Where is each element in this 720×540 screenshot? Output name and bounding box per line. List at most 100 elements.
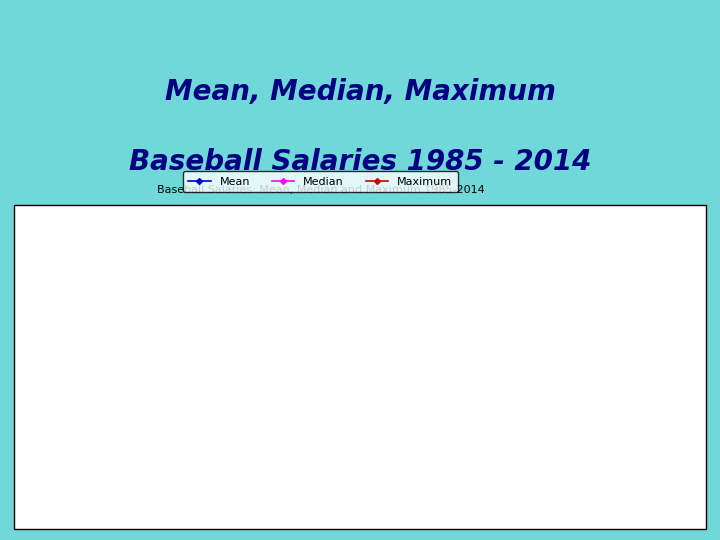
Maximum: [399, 290, 408, 296]
Median: [96, 461, 105, 468]
Text: Mean, Median, Maximum: Mean, Median, Maximum: [165, 78, 555, 106]
Maximum: [323, 360, 332, 366]
Median: [474, 419, 483, 426]
Maximum: [444, 276, 453, 283]
Median: [414, 431, 423, 437]
Mean: [142, 453, 150, 459]
Mean: [474, 292, 483, 299]
Mean: [459, 286, 468, 293]
Mean: [429, 310, 438, 317]
Median: [429, 428, 438, 434]
Median: [308, 465, 317, 471]
Line: Median: Median: [99, 414, 541, 474]
Maximum: [217, 424, 226, 431]
Mean: [202, 418, 211, 425]
Maximum: [233, 424, 241, 430]
Maximum: [187, 425, 196, 431]
Mean: [338, 344, 347, 350]
Y-axis label: Maximum Salary: Maximum Salary: [633, 304, 642, 398]
Maximum: [520, 269, 528, 276]
Median: [112, 464, 120, 471]
Mean: [278, 400, 287, 407]
Maximum: [414, 319, 423, 326]
Mean: [520, 261, 528, 268]
Median: [263, 467, 271, 473]
Maximum: [490, 249, 498, 256]
Mean: [308, 376, 317, 382]
Median: [459, 419, 468, 426]
Median: [293, 465, 302, 472]
Maximum: [112, 448, 120, 454]
Median: [202, 467, 211, 474]
Mean: [369, 327, 377, 333]
Median: [217, 467, 226, 473]
Median: [399, 431, 408, 437]
Mean: [505, 274, 513, 281]
Median: [157, 467, 166, 473]
Median: [444, 423, 453, 430]
Median: [369, 425, 377, 431]
Title: Baseball Salaries: Mean, Median and Maximum 1985-2014: Baseball Salaries: Mean, Median and Maxi…: [156, 185, 485, 195]
Maximum: [338, 317, 347, 323]
Median: [187, 467, 196, 473]
Mean: [112, 454, 120, 461]
Maximum: [535, 276, 544, 283]
Mean: [127, 453, 135, 459]
Legend: Mean, Median, Maximum: Mean, Median, Maximum: [183, 171, 458, 192]
Maximum: [263, 404, 271, 410]
Mean: [535, 244, 544, 251]
Median: [354, 425, 362, 431]
Maximum: [172, 445, 181, 451]
Maximum: [142, 451, 150, 457]
Mean: [263, 413, 271, 420]
Line: Maximum: Maximum: [99, 244, 541, 457]
Mean: [384, 331, 392, 338]
Median: [233, 467, 241, 473]
Text: Baseball Salaries 1985 - 2014: Baseball Salaries 1985 - 2014: [129, 148, 591, 176]
Maximum: [248, 404, 256, 410]
Mean: [172, 443, 181, 449]
Maximum: [369, 317, 377, 323]
Mean: [444, 294, 453, 301]
Maximum: [157, 446, 166, 452]
Mean: [96, 450, 105, 457]
Y-axis label: Mean, Median Salary: Mean, Median Salary: [16, 293, 26, 409]
Mean: [293, 395, 302, 402]
Median: [384, 431, 392, 437]
Mean: [490, 282, 498, 289]
Mean: [248, 415, 256, 421]
Maximum: [278, 399, 287, 405]
Median: [338, 449, 347, 455]
X-axis label: Year: Year: [303, 511, 338, 525]
Maximum: [202, 421, 211, 427]
Mean: [399, 332, 408, 338]
Maximum: [474, 242, 483, 249]
Mean: [217, 415, 226, 421]
Mean: [233, 416, 241, 423]
Mean: [323, 366, 332, 373]
Median: [505, 416, 513, 422]
Median: [172, 467, 181, 473]
Median: [490, 419, 498, 426]
Median: [248, 468, 256, 475]
Mean: [354, 342, 362, 348]
Maximum: [127, 452, 135, 458]
Median: [142, 467, 150, 473]
Median: [520, 413, 528, 420]
Maximum: [293, 365, 302, 372]
Maximum: [354, 317, 362, 323]
Maximum: [384, 314, 392, 320]
Median: [127, 465, 135, 471]
Line: Mean: Mean: [99, 245, 541, 459]
Mean: [414, 318, 423, 325]
Maximum: [459, 242, 468, 249]
Mean: [157, 449, 166, 455]
Mean: [187, 428, 196, 434]
Maximum: [96, 452, 105, 458]
Median: [323, 460, 332, 466]
Median: [278, 467, 287, 473]
Maximum: [505, 263, 513, 269]
Maximum: [308, 360, 317, 366]
Maximum: [429, 307, 438, 314]
Median: [535, 419, 544, 426]
